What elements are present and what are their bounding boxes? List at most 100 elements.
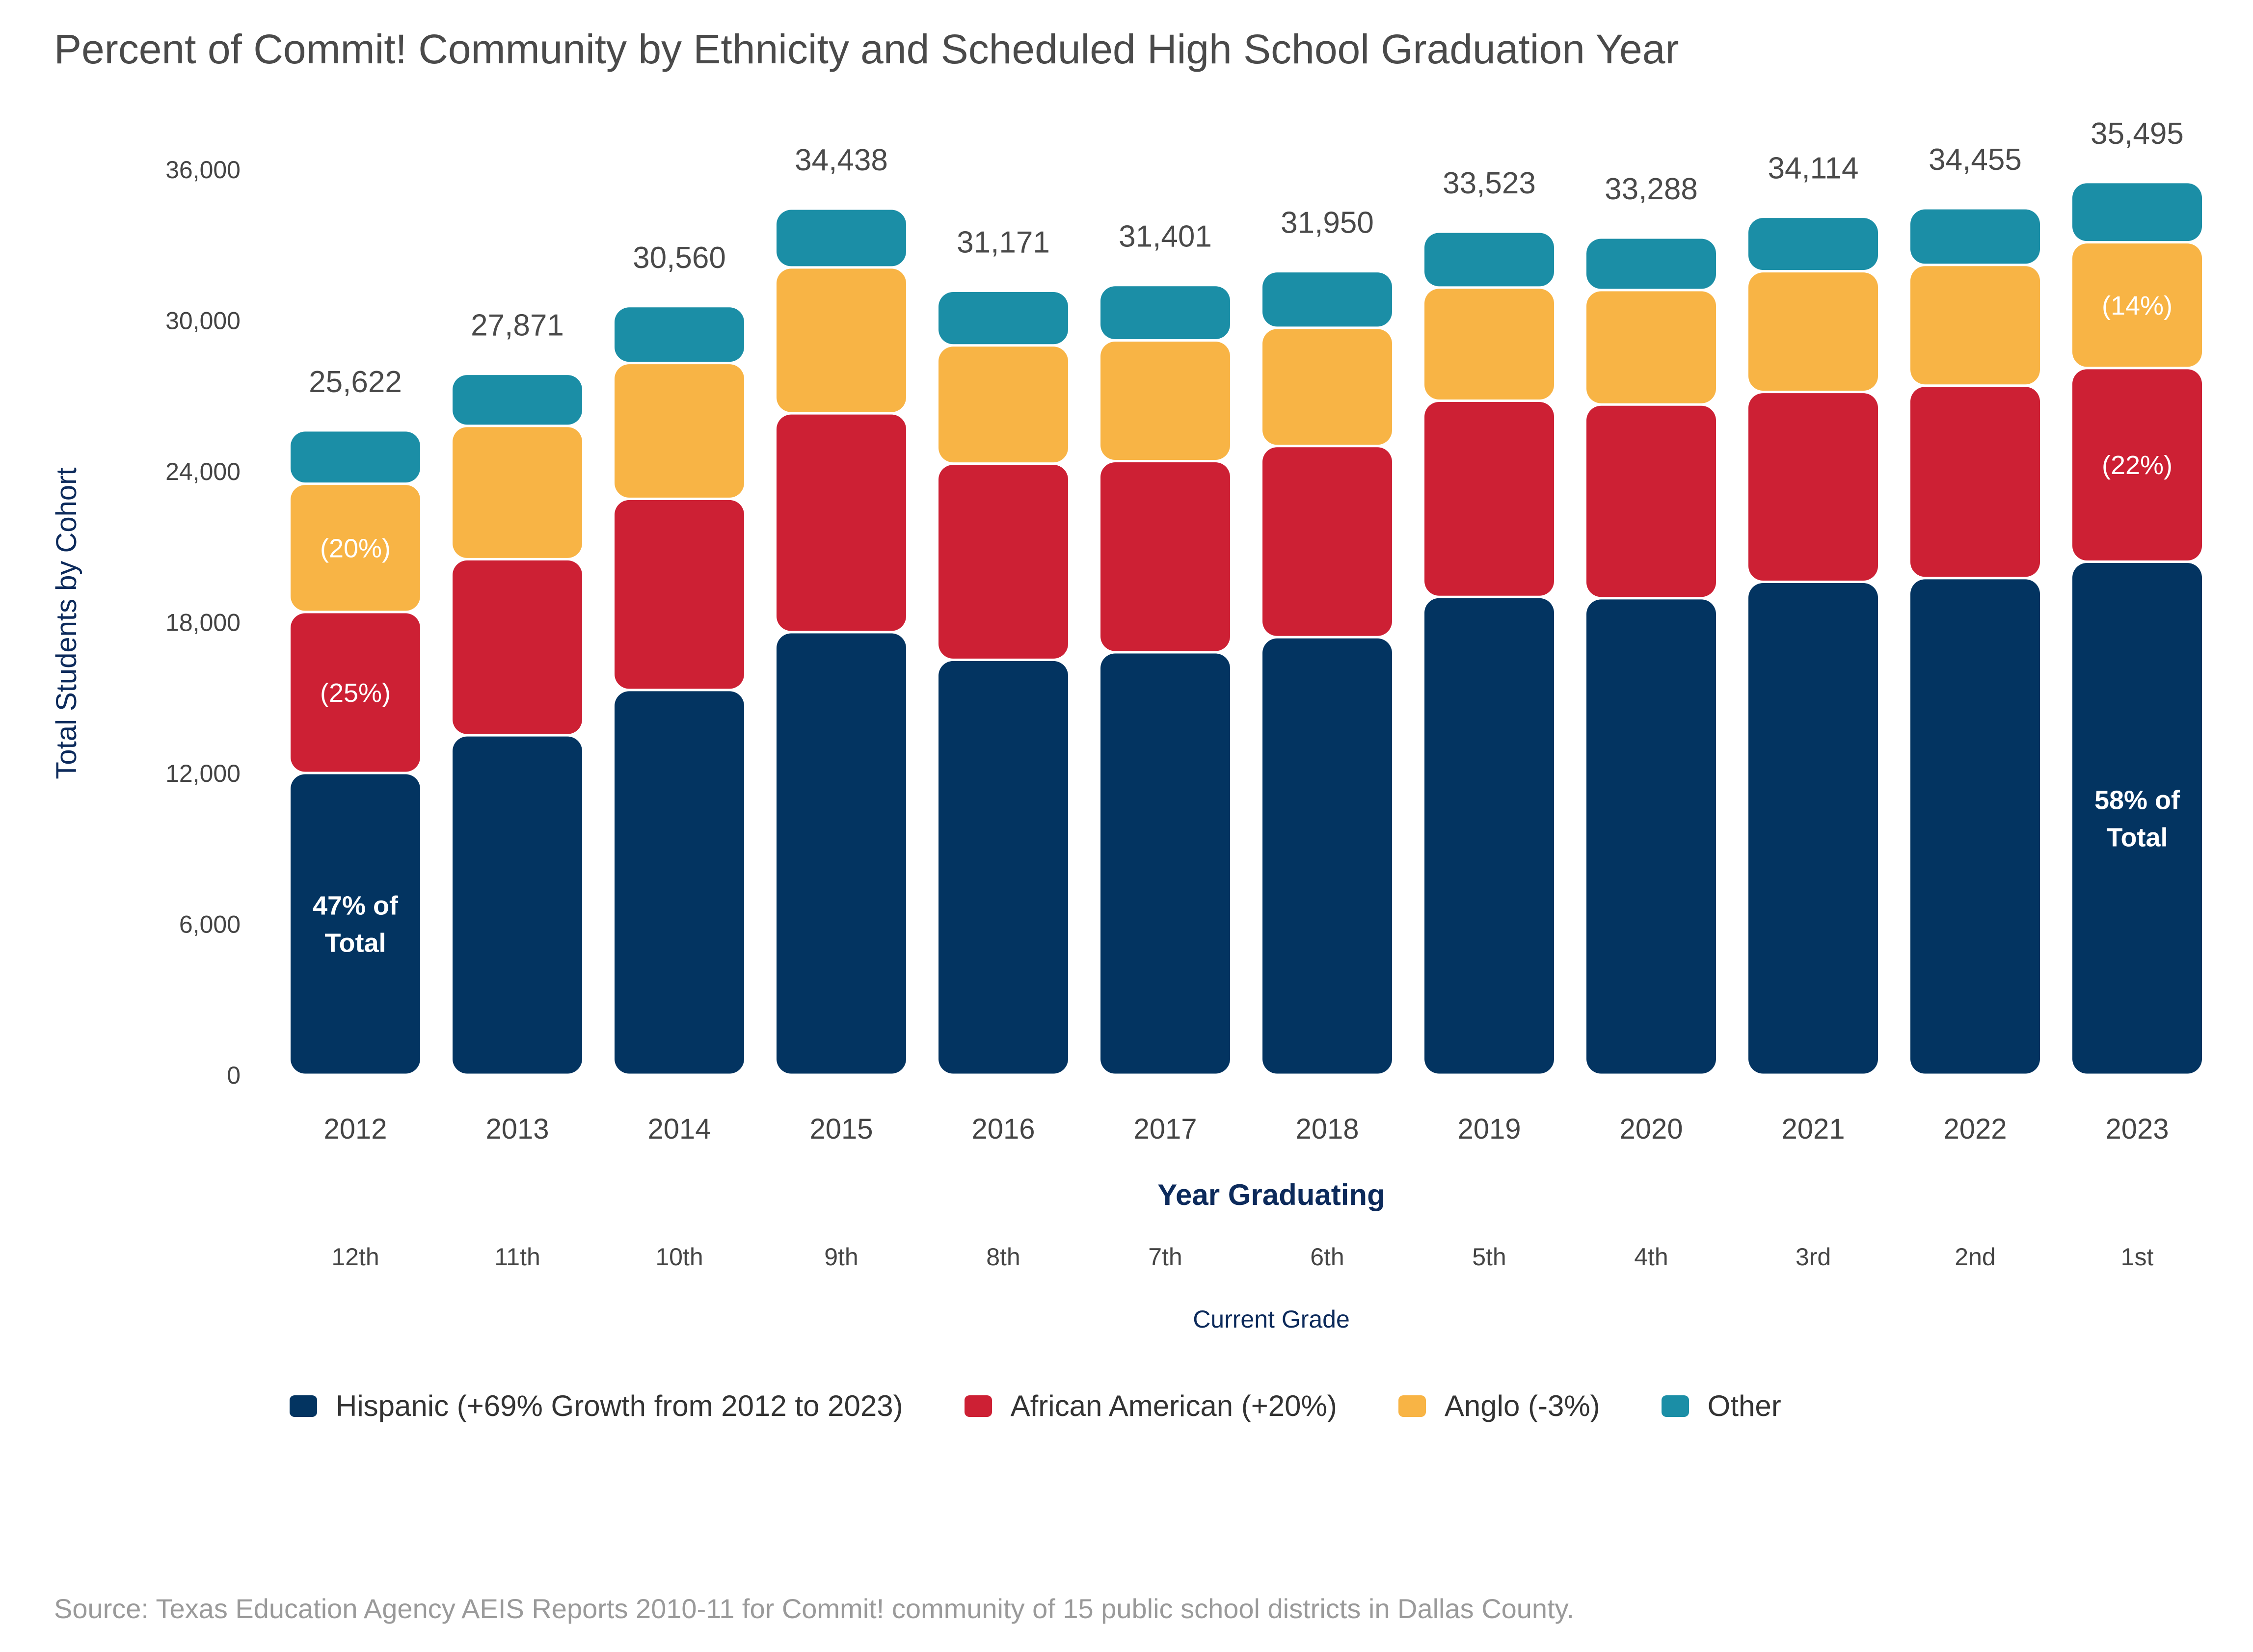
- grade-label-2018: 6th: [1310, 1243, 1344, 1271]
- grade-label-2019: 5th: [1472, 1243, 1506, 1271]
- x-tick-label-2022: 2022: [1943, 1113, 2007, 1145]
- bar-segment-other-2022[interactable]: [1910, 209, 2040, 264]
- bar-segment-other-2016[interactable]: [939, 292, 1068, 345]
- source-note: Source: Texas Education Agency AEIS Repo…: [54, 1593, 1575, 1624]
- y-axis-ticks: 0 6,000 12,000 18,000 24,000 30,000 36,000: [165, 156, 241, 1089]
- bar-segment-anglo-2020[interactable]: [1586, 291, 1716, 403]
- annotation-anglo-2023: (14%): [2102, 291, 2173, 320]
- bar-segment-african-american-2022[interactable]: [1910, 387, 2040, 577]
- total-label-2023: 35,495: [2091, 117, 2184, 151]
- bar-segment-african-american-2015[interactable]: [777, 414, 906, 631]
- bar-segment-anglo-2015[interactable]: [777, 268, 906, 412]
- annotation-african-american-2023: (22%): [2102, 451, 2173, 480]
- total-label-2020: 33,288: [1605, 172, 1698, 206]
- grade-label-2014: 10th: [655, 1243, 703, 1271]
- bar-segment-other-2015[interactable]: [777, 210, 906, 266]
- bar-segment-hispanic-2023[interactable]: [2072, 563, 2202, 1074]
- bar-segment-hispanic-2015[interactable]: [777, 633, 906, 1074]
- grade-label-2020: 4th: [1634, 1243, 1668, 1271]
- grade-ticks: 12th 11th 10th 9th 8th 7th 6th 5th 4th 3rd 2nd 1st: [331, 1243, 2153, 1271]
- total-label-2014: 30,560: [633, 241, 726, 275]
- grade-label-2016: 8th: [986, 1243, 1020, 1271]
- bar-segment-other-2017[interactable]: [1100, 286, 1230, 339]
- bar-segment-african-american-2012[interactable]: [291, 613, 420, 772]
- y-tick-label: 0: [227, 1062, 241, 1089]
- bar-segment-other-2023[interactable]: [2072, 183, 2202, 241]
- y-axis-title: Total Students by Cohort: [51, 467, 82, 779]
- bar-segment-other-2018[interactable]: [1262, 272, 1392, 327]
- x-tick-label-2023: 2023: [2105, 1113, 2169, 1145]
- bar-segment-hispanic-2017[interactable]: [1100, 653, 1230, 1074]
- bar-segment-hispanic-2014[interactable]: [615, 691, 744, 1074]
- grade-label-2023: 1st: [2121, 1243, 2154, 1271]
- y-tick-label: 6,000: [179, 911, 241, 938]
- annotation-hispanic-2012: 47% of Total: [313, 891, 399, 958]
- legend: Hispanic (+69% Growth from 2012 to 2023)…: [290, 1389, 1843, 1423]
- bar-segment-anglo-2018[interactable]: [1262, 329, 1392, 445]
- x-tick-label-2015: 2015: [809, 1113, 873, 1145]
- legend-item-anglo[interactable]: Anglo (-3%): [1398, 1389, 1600, 1423]
- legend-swatch-anglo: [1398, 1395, 1426, 1417]
- bar-segment-anglo-2021[interactable]: [1748, 272, 1878, 391]
- bar-segment-other-2012[interactable]: [291, 431, 420, 483]
- total-label-2013: 27,871: [471, 309, 564, 343]
- bar-segment-hispanic-2013[interactable]: [453, 736, 582, 1074]
- bar-segment-hispanic-2022[interactable]: [1910, 579, 2040, 1074]
- bar-segment-hispanic-2016[interactable]: [939, 661, 1068, 1074]
- x-tick-label-2012: 2012: [323, 1113, 387, 1145]
- bar-segment-african-american-2020[interactable]: [1586, 405, 1716, 597]
- grade-label-2022: 2nd: [1955, 1243, 1995, 1271]
- bar-stacks: [291, 183, 2202, 1074]
- bar-segment-african-american-2014[interactable]: [615, 500, 744, 689]
- segment-annotations: 47% of Total (25%) (20%) 58% of Total (22%) (14…: [313, 291, 2180, 958]
- annotation-anglo-2012: (20%): [320, 533, 391, 563]
- bar-segment-other-2019[interactable]: [1424, 233, 1554, 287]
- y-tick-label: 36,000: [165, 156, 241, 184]
- legend-label-anglo: Anglo (-3%): [1444, 1389, 1600, 1422]
- legend-item-other[interactable]: Other: [1661, 1389, 1781, 1423]
- total-label-2019: 33,523: [1443, 166, 1536, 200]
- bar-segment-african-american-2023[interactable]: [2072, 369, 2202, 560]
- bar-segment-hispanic-2019[interactable]: [1424, 598, 1554, 1074]
- total-label-2015: 34,438: [795, 143, 888, 177]
- total-label-2016: 31,171: [957, 225, 1050, 259]
- bar-segment-african-american-2013[interactable]: [453, 560, 582, 734]
- x-tick-label-2020: 2020: [1619, 1113, 1683, 1145]
- bar-segment-anglo-2022[interactable]: [1910, 266, 2040, 385]
- grade-label-2013: 11th: [494, 1243, 540, 1271]
- total-label-2022: 34,455: [1929, 143, 2022, 177]
- bar-segment-hispanic-2020[interactable]: [1586, 599, 1716, 1074]
- bar-segment-other-2014[interactable]: [615, 307, 744, 362]
- y-tick-label: 12,000: [165, 760, 241, 787]
- bar-segment-anglo-2019[interactable]: [1424, 289, 1554, 400]
- bar-segment-other-2020[interactable]: [1586, 239, 1716, 289]
- bar-segment-hispanic-2018[interactable]: [1262, 638, 1392, 1074]
- bar-segment-anglo-2012[interactable]: [291, 485, 420, 611]
- bar-segment-african-american-2021[interactable]: [1748, 393, 1878, 581]
- bar-segment-hispanic-2021[interactable]: [1748, 583, 1878, 1074]
- bar-segment-other-2021[interactable]: [1748, 218, 1878, 270]
- x-tick-label-2016: 2016: [971, 1113, 1035, 1145]
- grade-label-2012: 12th: [331, 1243, 379, 1271]
- bar-segment-anglo-2013[interactable]: [453, 427, 582, 558]
- bar-segment-anglo-2023[interactable]: [2072, 243, 2202, 367]
- y-tick-label: 24,000: [165, 458, 241, 485]
- bar-segment-hispanic-2012[interactable]: [291, 774, 420, 1074]
- bar-segment-other-2013[interactable]: [453, 375, 582, 425]
- bar-segment-african-american-2019[interactable]: [1424, 402, 1554, 596]
- legend-swatch-hispanic: [290, 1395, 317, 1417]
- total-label-2017: 31,401: [1119, 220, 1212, 254]
- bar-segment-anglo-2016[interactable]: [939, 346, 1068, 463]
- bar-segment-african-american-2018[interactable]: [1262, 447, 1392, 636]
- grade-label-2017: 7th: [1148, 1243, 1182, 1271]
- legend-item-african-american[interactable]: African American (+20%): [964, 1389, 1337, 1423]
- bar-segment-anglo-2014[interactable]: [615, 364, 744, 498]
- legend-item-hispanic[interactable]: Hispanic (+69% Growth from 2012 to 2023): [290, 1389, 903, 1423]
- bar-segment-african-american-2017[interactable]: [1100, 462, 1230, 651]
- bar-segment-african-american-2016[interactable]: [939, 465, 1068, 659]
- x-tick-label-2018: 2018: [1295, 1113, 1359, 1145]
- bar-segment-anglo-2017[interactable]: [1100, 342, 1230, 460]
- x-tick-label-2017: 2017: [1133, 1113, 1197, 1145]
- legend-label-african-american: African American (+20%): [1010, 1389, 1337, 1422]
